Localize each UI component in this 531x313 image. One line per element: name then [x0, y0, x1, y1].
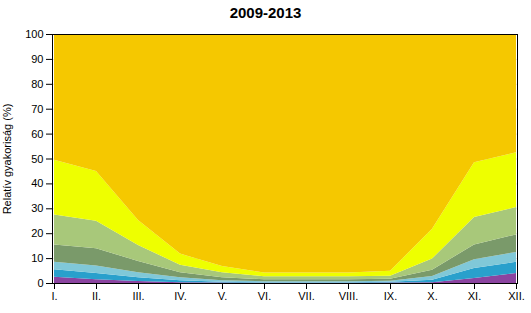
svg-text:III.: III.	[132, 290, 144, 302]
svg-text:X.: X.	[427, 290, 437, 302]
svg-text:90: 90	[31, 53, 43, 65]
svg-text:VII.: VII.	[298, 290, 315, 302]
svg-text:Relatív gyakoriság (%): Relatív gyakoriság (%)	[1, 104, 13, 215]
svg-text:VI.: VI.	[258, 290, 271, 302]
svg-text:70: 70	[31, 103, 43, 115]
svg-text:I.: I.	[51, 290, 57, 302]
svg-text:20: 20	[31, 227, 43, 239]
svg-text:V.: V.	[218, 290, 227, 302]
svg-text:XI.: XI.	[468, 290, 481, 302]
svg-text:IX.: IX.	[384, 290, 397, 302]
svg-text:100: 100	[25, 28, 43, 40]
svg-text:VIII.: VIII.	[339, 290, 359, 302]
svg-text:80: 80	[31, 78, 43, 90]
svg-text:50: 50	[31, 153, 43, 165]
svg-text:0: 0	[37, 277, 43, 289]
svg-text:30: 30	[31, 202, 43, 214]
svg-text:XII.: XII.	[508, 290, 525, 302]
svg-text:10: 10	[31, 252, 43, 264]
svg-text:IV.: IV.	[174, 290, 186, 302]
svg-text:II.: II.	[92, 290, 101, 302]
svg-text:40: 40	[31, 177, 43, 189]
html-text:2009-2013: 2009-2013	[229, 4, 302, 21]
svg-text:60: 60	[31, 128, 43, 140]
